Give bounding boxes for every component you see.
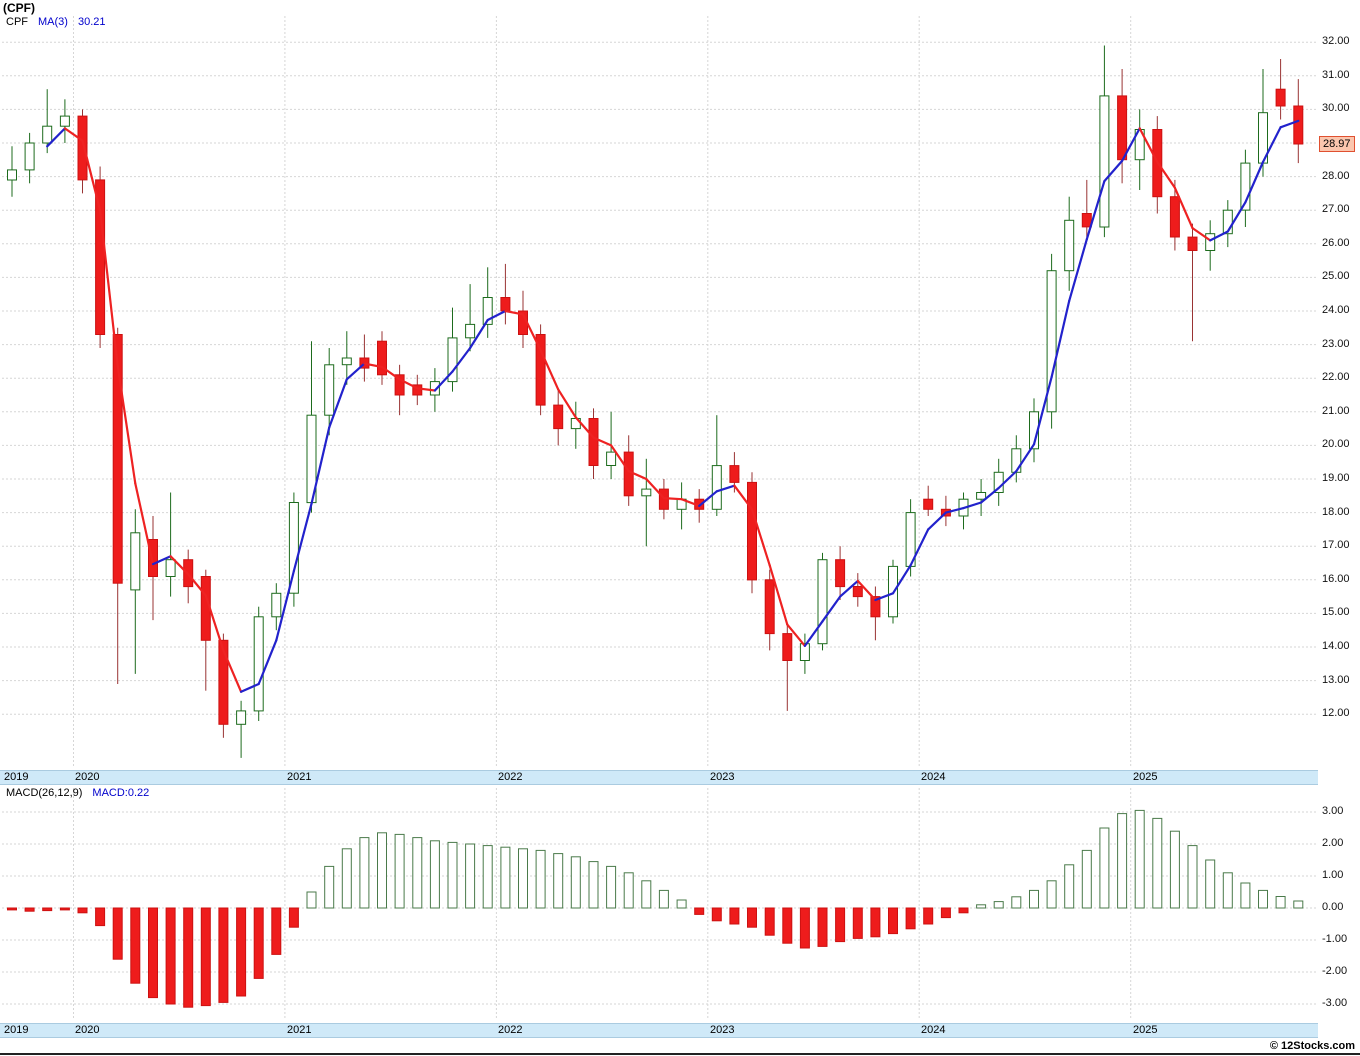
last-price-badge: 28.97 (1319, 136, 1355, 152)
year-label: 2020 (75, 1024, 100, 1036)
ma-line (46, 119, 1300, 693)
price-axis-label: 22.00 (1322, 371, 1350, 383)
macd-axis-label: -2.00 (1322, 965, 1348, 977)
price-axis-label: 12.00 (1322, 707, 1350, 719)
price-axis-label: 16.00 (1322, 573, 1350, 585)
legend-symbol: CPF (6, 16, 28, 28)
macd-legend: MACD(26,12,9) MACD:0.22 (6, 787, 159, 799)
macd-legend-value: MACD:0.22 (92, 787, 150, 799)
price-axis-label: 15.00 (1322, 606, 1350, 618)
macd-axis-label: -3.00 (1322, 997, 1348, 1009)
year-label: 2022 (498, 771, 523, 783)
price-axis-label: 17.00 (1322, 539, 1350, 551)
year-label: 2019 (4, 771, 29, 783)
price-axis-label: 14.00 (1322, 640, 1350, 652)
macd-axis-label: 3.00 (1322, 805, 1344, 817)
macd-axis-label: -1.00 (1322, 933, 1348, 945)
page-title: (CPF) (3, 1, 35, 15)
year-label: 2024 (921, 771, 946, 783)
price-axis-label: 13.00 (1322, 674, 1350, 686)
year-label: 2020 (75, 771, 100, 783)
year-label: 2019 (4, 1024, 29, 1036)
macd-histogram (7, 809, 1304, 1008)
macd-axis-label: 0.00 (1322, 901, 1344, 913)
price-axis-label: 24.00 (1322, 304, 1350, 316)
price-axis-label: 28.00 (1322, 170, 1350, 182)
x-axis-band-top: 2019 2020 2021 2022 2023 2024 2025 (0, 770, 1318, 785)
year-label: 2021 (287, 1024, 312, 1036)
watermark: © 12Stocks.com (1269, 1040, 1355, 1052)
price-axis-label: 21.00 (1322, 405, 1350, 417)
price-axis-label: 26.00 (1322, 237, 1350, 249)
legend-ma-label: MA(3) (38, 16, 68, 28)
macd-axis-label: 1.00 (1322, 869, 1344, 881)
year-label: 2021 (287, 771, 312, 783)
price-axis-label: 27.00 (1322, 203, 1350, 215)
bottom-divider (0, 1053, 1360, 1055)
candles (7, 45, 1304, 758)
year-label: 2023 (710, 771, 735, 783)
legend-ma-value: 30.21 (77, 16, 106, 28)
price-axis-label: 19.00 (1322, 472, 1350, 484)
year-label: 2024 (921, 1024, 946, 1036)
price-legend: CPF MA(3) 30.21 (6, 16, 115, 28)
macd-legend-label: MACD(26,12,9) (6, 787, 83, 799)
price-axis-label: 30.00 (1322, 102, 1350, 114)
year-label: 2022 (498, 1024, 523, 1036)
price-axis-label: 32.00 (1322, 35, 1350, 47)
x-axis-band-bottom: 2019 2020 2021 2022 2023 2024 2025 (0, 1023, 1318, 1038)
price-axis-label: 31.00 (1322, 69, 1350, 81)
year-label: 2025 (1133, 1024, 1158, 1036)
macd-axis-label: 2.00 (1322, 837, 1344, 849)
year-label: 2023 (710, 1024, 735, 1036)
price-axis-label: 20.00 (1322, 438, 1350, 450)
price-axis-label: 25.00 (1322, 270, 1350, 282)
price-axis-label: 18.00 (1322, 506, 1350, 518)
price-axis-label: 23.00 (1322, 338, 1350, 350)
year-label: 2025 (1133, 771, 1158, 783)
